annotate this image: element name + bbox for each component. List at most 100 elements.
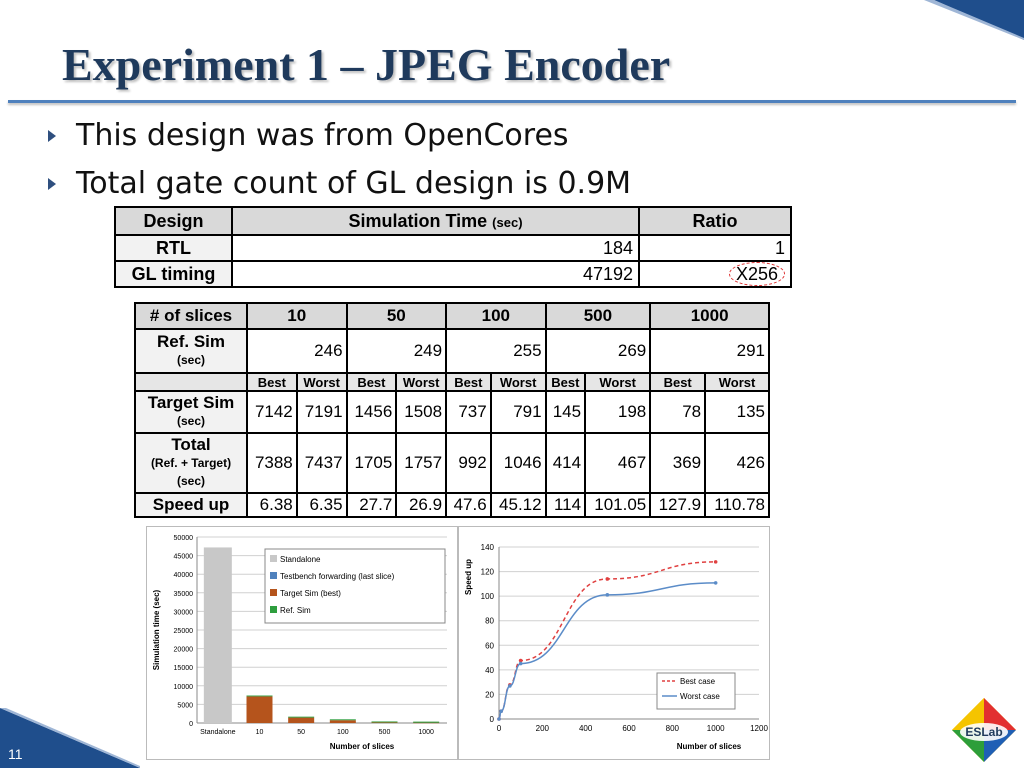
- x-tick-label: 1000: [707, 724, 725, 733]
- slice-header: 1000: [649, 302, 770, 330]
- bar: [246, 695, 273, 697]
- bar: [329, 719, 356, 721]
- table-row: GL timing 47192 X256: [114, 260, 792, 288]
- data-point: [713, 581, 718, 585]
- y-tick-label: 50000: [174, 535, 194, 542]
- legend-label: Worst case: [680, 692, 720, 701]
- title-divider: [8, 100, 1016, 103]
- header-slices: # of slices: [134, 302, 248, 330]
- bullet-item: This design was from OpenCores: [48, 112, 631, 160]
- data-point: [497, 717, 501, 721]
- y-tick-label: 80: [485, 617, 494, 626]
- table-row: Ref. Sim (sec) 246 249 255 269 291: [134, 328, 770, 374]
- legend-label: Best case: [680, 677, 716, 686]
- y-tick-label: 45000: [174, 554, 194, 561]
- bar: [246, 696, 273, 723]
- bar-chart: 0 5000 10000 15000 20000 25000 30000 35000 40000…: [146, 526, 458, 760]
- x-tick-label: 800: [666, 724, 680, 733]
- legend-swatch: [270, 555, 277, 562]
- legend-swatch: [270, 572, 277, 579]
- line-chart-svg: 0 20 40 60 80 100 120 140 0 200 400 600 800 1000 1200 N…: [464, 543, 768, 751]
- x-tick-label: 100: [337, 729, 349, 736]
- table-row: Speed up 6.38 6.35 27.7 26.9 47.6 45.12 114…: [134, 492, 770, 518]
- x-tick-label: 10: [256, 729, 264, 736]
- y-tick-label: 20000: [174, 647, 194, 654]
- legend-box: [264, 548, 446, 624]
- y-tick-label: 140: [481, 543, 495, 552]
- y-tick-label: 0: [490, 715, 495, 724]
- x-tick-label: Standalone: [200, 729, 236, 736]
- bar: [371, 721, 398, 723]
- bar: [413, 721, 440, 723]
- x-tick-label: 500: [379, 729, 391, 736]
- slice-header: 10: [246, 302, 348, 330]
- y-tick-label: 5000: [177, 702, 193, 709]
- slices-table: # of slices 10 50 100 500 1000 Ref. Sim(…: [134, 302, 770, 518]
- x-axis-label: Number of slices: [677, 742, 742, 751]
- y-tick-label: 20: [485, 690, 494, 699]
- y-tick-label: 60: [485, 641, 494, 650]
- data-point: [518, 661, 523, 666]
- legend-label: Ref. Sim: [280, 606, 311, 615]
- header-simulation-time: Simulation Time (sec): [231, 206, 640, 236]
- y-axis-label: Speed up: [464, 559, 473, 595]
- ratio-highlight: X256: [728, 261, 785, 286]
- y-tick-label: 40000: [174, 572, 194, 579]
- legend-label: Target Sim (best): [280, 589, 341, 598]
- table-row: RTL 184 1: [114, 234, 792, 262]
- legend-label: Standalone: [280, 555, 321, 564]
- y-tick-label: 10000: [174, 684, 194, 691]
- y-axis-label: Simulation time (sec): [152, 589, 161, 670]
- bar: [288, 717, 315, 723]
- x-tick-label: 1000: [418, 729, 434, 736]
- x-tick-label: 50: [297, 729, 305, 736]
- data-point: [499, 709, 503, 713]
- data-point: [508, 684, 512, 688]
- bar: [203, 547, 232, 723]
- y-tick-label: 120: [481, 568, 495, 577]
- svg-text:ESLab: ESLab: [965, 725, 1002, 739]
- table-row: Target Sim (sec) 7142 7191 1456 1508 737 791…: [134, 390, 770, 434]
- x-tick-label: 400: [579, 724, 593, 733]
- table-row: Total (Ref. + Target) (sec) 7388 7437 1705 1…: [134, 432, 770, 494]
- y-tick-label: 15000: [174, 665, 194, 672]
- y-tick-label: 35000: [174, 591, 194, 598]
- slide-title: Experiment 1 – JPEG Encoder: [62, 39, 671, 90]
- bullet-item: Total gate count of GL design is 0.9M: [48, 160, 631, 208]
- legend-swatch: [270, 606, 277, 613]
- eslab-logo: ESLab: [950, 696, 1018, 764]
- data-point: [605, 593, 610, 597]
- corner-decoration-bottom: [0, 708, 140, 768]
- bar: [371, 722, 398, 723]
- slice-header: 500: [544, 302, 652, 330]
- bullet-list: This design was from OpenCores Total gat…: [48, 112, 631, 208]
- y-tick-label: 30000: [174, 609, 194, 616]
- x-tick-label: 600: [622, 724, 636, 733]
- y-tick-label: 40: [485, 666, 494, 675]
- bullet-arrow-icon: [48, 130, 56, 142]
- legend-box: [656, 672, 736, 710]
- bar: [288, 716, 315, 718]
- x-tick-label: 1200: [750, 724, 768, 733]
- x-tick-label: 200: [536, 724, 550, 733]
- header-ratio: Ratio: [638, 206, 792, 236]
- slice-header: 50: [345, 302, 448, 330]
- header-design: Design: [114, 206, 233, 236]
- data-point: [518, 658, 523, 663]
- bullet-arrow-icon: [48, 178, 56, 190]
- data-point: [605, 577, 610, 581]
- y-tick-label: 100: [481, 592, 495, 601]
- x-tick-label: 0: [497, 724, 502, 733]
- legend-label: Testbench forwarding (last slice): [280, 572, 395, 581]
- y-tick-label: 0: [189, 721, 193, 728]
- line-chart: 0 20 40 60 80 100 120 140 0 200 400 600 800 1000 1200 N…: [458, 526, 770, 760]
- corner-decoration-top: [894, 0, 1024, 40]
- bar: [413, 722, 440, 724]
- slide-number: 11: [8, 746, 23, 762]
- slice-header: 100: [445, 302, 547, 330]
- bar-chart-svg: 0 5000 10000 15000 20000 25000 30000 35000 40000…: [152, 535, 447, 751]
- y-tick-label: 25000: [174, 628, 194, 635]
- bar: [329, 720, 356, 723]
- data-point: [713, 560, 718, 564]
- legend-swatch: [270, 589, 277, 596]
